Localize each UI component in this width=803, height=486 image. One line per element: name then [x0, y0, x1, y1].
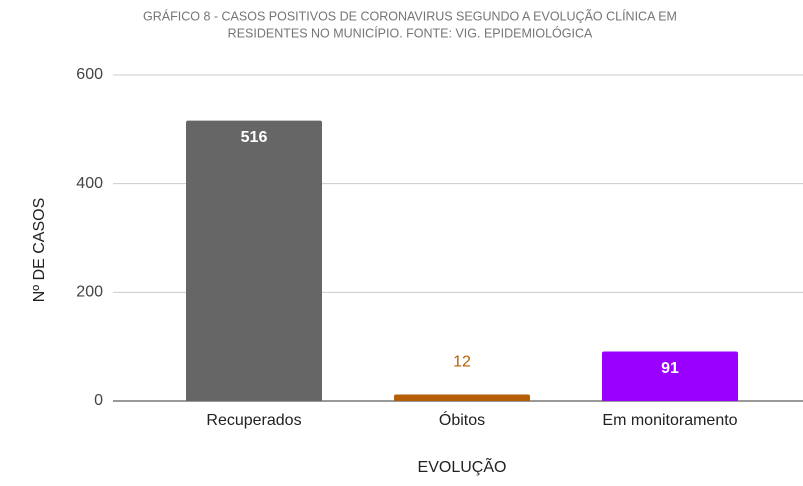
data-label: 516 [241, 129, 268, 146]
y-axis-label: Nº DE CASOS [31, 198, 48, 303]
bar [602, 351, 738, 401]
chart-title: RESIDENTES NO MUNICÍPIO. FONTE: VIG. EPI… [228, 25, 593, 40]
x-tick-label: Em monitoramento [602, 412, 737, 429]
y-tick-label: 200 [76, 284, 103, 301]
x-axis-label: EVOLUÇÃO [418, 456, 507, 476]
data-label: 91 [661, 360, 679, 377]
chart-title: GRÁFICO 8 - CASOS POSITIVOS DE CORONAVIR… [143, 8, 677, 23]
x-tick-label: Recuperados [206, 412, 301, 429]
data-label: 12 [453, 354, 471, 371]
bar [394, 394, 530, 401]
y-tick-label: 400 [76, 175, 103, 192]
x-tick-label: Óbitos [439, 410, 485, 429]
y-tick-label: 600 [76, 66, 103, 83]
y-tick-label: 0 [94, 392, 103, 409]
bar [186, 120, 322, 401]
